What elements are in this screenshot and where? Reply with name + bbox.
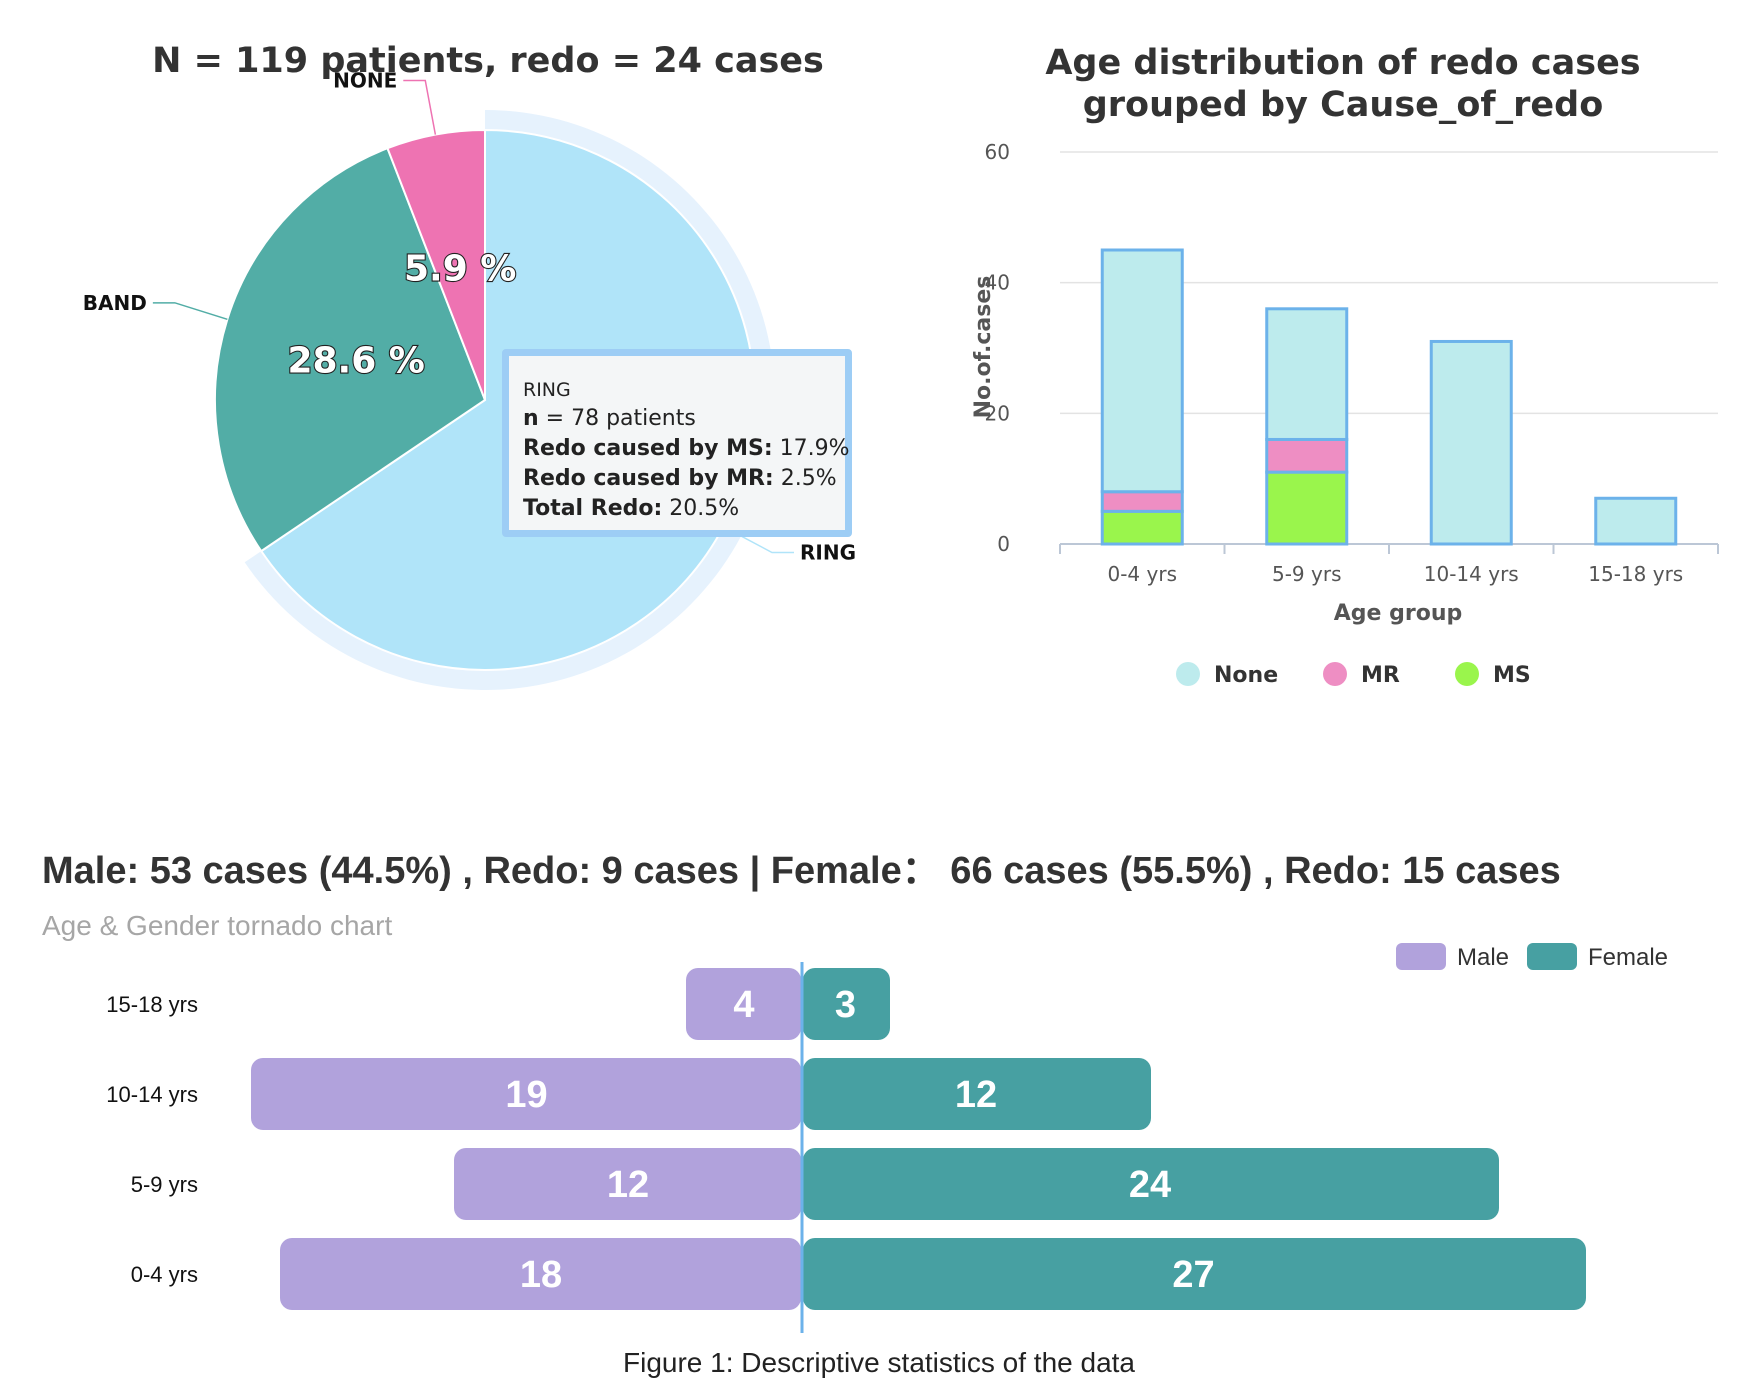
legend-marker-mr <box>1323 662 1347 686</box>
pie-label-band: BAND <box>83 291 147 315</box>
stacked-x-tick-15-18-yrs: 15-18 yrs <box>1588 562 1683 586</box>
stacked-bar-mr-5-9-yrs <box>1265 437 1349 474</box>
tornado-value-female-10-14-yrs: 12 <box>955 1074 997 1116</box>
stacked-y-tick: 40 <box>985 271 1010 295</box>
tooltip-row-n: n = 78 patients <box>523 404 831 434</box>
tornado-legend-label-female: Female <box>1588 944 1668 971</box>
stacked-title-line1: Age distribution of redo cases <box>1045 43 1640 83</box>
stacked-grid: 0 20 40 60 <box>985 140 1718 556</box>
tornado-subtitle: Age & Gender tornado chart <box>42 910 392 941</box>
legend-label-ms: MS <box>1493 663 1531 688</box>
tornado-bar-female-0-4-yrs <box>803 1238 1586 1310</box>
tornado-category-15-18-yrs: 15-18 yrs <box>106 992 198 1017</box>
tornado-value-female-15-18-yrs: 3 <box>835 984 856 1026</box>
tornado-legend: Male Female <box>1396 943 1668 971</box>
tornado-category-5-9-yrs: 5-9 yrs <box>131 1172 198 1197</box>
pie-label-ring: RING <box>800 540 856 564</box>
pie-title: N = 119 patients, redo = 24 cases <box>152 41 824 81</box>
figure-caption: Figure 1: Descriptive statistics of the … <box>623 1347 1135 1378</box>
stacked-y-tick: 60 <box>985 140 1010 164</box>
stacked-y-axis-label: No.of.cases <box>971 276 996 419</box>
tornado-legend-marker-male <box>1396 943 1446 970</box>
tornado-chart: Male: 53 cases (44.5%) , Redo: 9 cases |… <box>42 850 1668 1333</box>
stacked-y-tick: 20 <box>985 401 1010 425</box>
tornado-value-female-0-4-yrs: 27 <box>1172 1254 1214 1296</box>
tornado-bar-male-15-18-yrs <box>686 968 801 1040</box>
tooltip-row-label: Redo caused by MS: <box>523 436 773 461</box>
tornado-value-male-5-9-yrs: 12 <box>607 1164 649 1206</box>
tornado-bars: 0-4 yrs 18 27 5-9 yrs 12 24 10-14 yrs 19 12 15-18… <box>106 968 1586 1310</box>
tornado-value-male-0-4-yrs: 18 <box>520 1254 562 1296</box>
tooltip-row-label: n <box>523 406 539 431</box>
pie-percent-band: 28.6 % <box>287 341 424 382</box>
tornado-value-male-15-18-yrs: 4 <box>733 984 754 1026</box>
stacked-y-tick: 0 <box>997 532 1010 556</box>
tooltip-title: RING <box>523 379 571 401</box>
legend-marker-ms <box>1455 662 1479 686</box>
stacked-x-tick-5-9-yrs: 5-9 yrs <box>1272 562 1342 586</box>
tooltip-row-value: 2.5% <box>773 466 837 491</box>
tornado-category-10-14-yrs: 10-14 yrs <box>106 1082 198 1107</box>
tooltip-row-value: 20.5% <box>662 496 740 521</box>
legend-label-mr: MR <box>1361 663 1400 688</box>
stacked-bar-none-15-18-yrs <box>1594 496 1678 546</box>
stacked-bar-mr-0-4-yrs <box>1100 490 1184 513</box>
tornado-bar-male-0-4-yrs <box>280 1238 801 1310</box>
legend-label-none: None <box>1214 663 1278 688</box>
tornado-value-female-5-9-yrs: 24 <box>1129 1164 1171 1206</box>
tooltip-row-total: Total Redo: 20.5% <box>523 494 831 524</box>
legend-marker-none <box>1176 662 1200 686</box>
tornado-bar-male-10-14-yrs <box>251 1058 801 1130</box>
stacked-x-tick-10-14-yrs: 10-14 yrs <box>1424 562 1519 586</box>
stacked-bar-none-5-9-yrs <box>1265 307 1349 441</box>
stacked-bar-ms-0-4-yrs <box>1100 509 1184 546</box>
tornado-category-0-4-yrs: 0-4 yrs <box>131 1262 198 1287</box>
tooltip-row-mr: Redo caused by MR: 2.5% <box>523 464 837 494</box>
stacked-bar-none-10-14-yrs <box>1429 339 1513 546</box>
stacked-bar-chart: Age distribution of redo cases grouped b… <box>971 43 1719 688</box>
tornado-legend-marker-female <box>1527 943 1577 970</box>
tornado-value-male-10-14-yrs: 19 <box>505 1074 547 1116</box>
tornado-legend-label-male: Male <box>1457 944 1509 971</box>
pie-label-none: NONE <box>333 69 397 93</box>
tornado-title: Male: 53 cases (44.5%) , Redo: 9 cases |… <box>42 850 1561 892</box>
pie-leader-band <box>152 302 228 320</box>
stacked-legend: None MR MS <box>1176 662 1531 688</box>
pie-tooltip: RING n = 78 patients Redo caused by MS: … <box>502 349 852 537</box>
tooltip-row-ms: Redo caused by MS: 17.9% <box>523 434 850 464</box>
tooltip-row-label: Total Redo: <box>523 496 663 521</box>
stacked-bar-ms-5-9-yrs <box>1265 470 1349 546</box>
stacked-bar-none-0-4-yrs <box>1100 248 1184 494</box>
tooltip-row-value: = 78 patients <box>538 406 696 431</box>
tornado-bar-female-15-18-yrs <box>803 968 890 1040</box>
tooltip-row-label: Redo caused by MR: <box>523 466 774 491</box>
tornado-bar-female-10-14-yrs <box>803 1058 1151 1130</box>
pie-percent-none: 5.9 % <box>404 248 516 289</box>
tornado-bar-female-5-9-yrs <box>803 1148 1499 1220</box>
stacked-x-tick-0-4-yrs: 0-4 yrs <box>1107 562 1177 586</box>
stacked-bars <box>1100 248 1678 546</box>
tooltip-row-value: 17.9% <box>772 436 850 461</box>
stacked-x-axis-label: Age group <box>1334 601 1462 626</box>
stacked-title-line2: grouped by Cause_of_redo <box>1083 85 1604 125</box>
pie-labels: RING BAND 28.6 % NONE 5.9 % <box>83 69 856 565</box>
stacked-x-ticks: 0-4 yrs 5-9 yrs 10-14 yrs 15-18 yrs <box>1059 544 1719 586</box>
tornado-bar-male-5-9-yrs <box>454 1148 801 1220</box>
pie-leader-none <box>403 79 437 135</box>
